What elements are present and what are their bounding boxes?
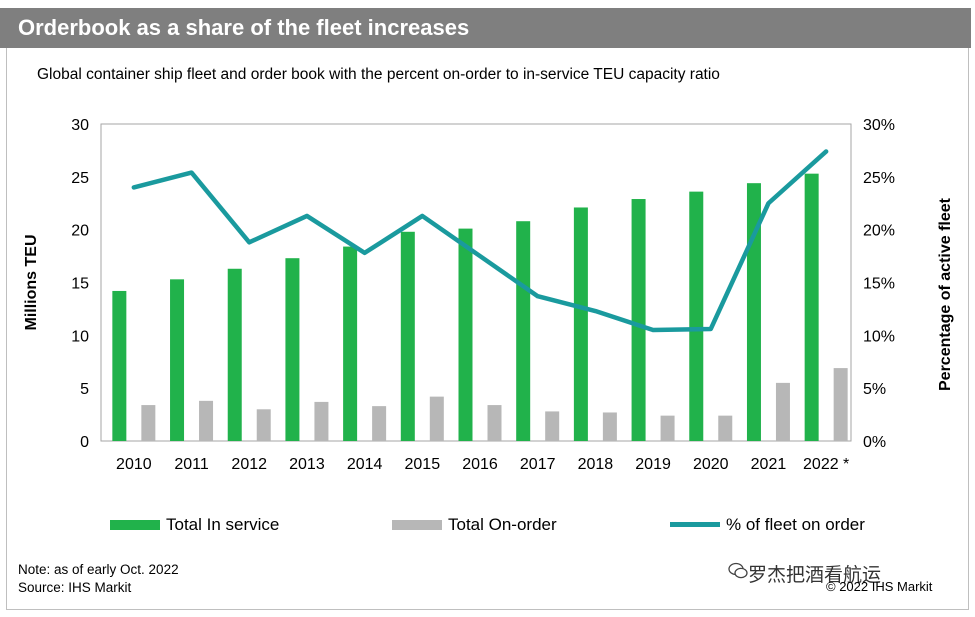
legend-swatch-pct-line [670, 522, 720, 527]
y-tick-label: 0 [80, 434, 89, 451]
y2-tick-label: 5% [863, 381, 886, 398]
watermark: 罗杰把酒看航运 [748, 564, 882, 586]
bar-in-service [689, 191, 704, 441]
y-tick-label: 5 [80, 381, 89, 398]
copyright: © 2022 IHS Markit [826, 579, 933, 594]
bar-on-order [141, 405, 156, 441]
bar-on-order [833, 368, 848, 441]
legend-label-on-order: Total On-order [448, 515, 557, 534]
bar-in-service [516, 221, 531, 441]
x-tick-label: 2017 [520, 456, 556, 473]
bar-in-service [573, 207, 588, 441]
x-tick-label: 2022 * [803, 456, 849, 473]
bar-in-service [804, 173, 819, 441]
bar-on-order [718, 415, 733, 441]
page-title: Orderbook as a share of the fleet increa… [18, 15, 470, 40]
bar-on-order [314, 401, 329, 441]
plot-area [100, 123, 852, 442]
x-tick-label: 2011 [174, 456, 209, 473]
y-tick-label: 20 [71, 223, 89, 240]
x-tick-label: 2019 [635, 456, 671, 473]
y-tick-label: 10 [71, 328, 89, 345]
bar-on-order [429, 396, 444, 441]
bar-in-service [400, 231, 415, 441]
bar-in-service [170, 279, 185, 441]
y-tick-label: 30 [71, 117, 89, 134]
bar-on-order [660, 415, 675, 441]
title-bar: Orderbook as a share of the fleet increa… [0, 8, 971, 48]
x-tick-label: 2021 [751, 456, 787, 473]
bar-on-order [775, 382, 790, 441]
x-tick-label: 2010 [116, 456, 152, 473]
chart-subtitle: Global container ship fleet and order bo… [37, 66, 720, 83]
bar-on-order [199, 400, 214, 441]
wechat-icon [728, 562, 748, 579]
y-tick-label: 25 [71, 170, 89, 187]
x-tick-label: 2012 [231, 456, 267, 473]
y2-tick-label: 30% [863, 117, 895, 134]
source-note: Source: IHS Markit [18, 580, 132, 595]
y2-tick-label: 0% [863, 434, 886, 451]
bar-on-order [487, 405, 502, 441]
x-tick-label: 2016 [462, 456, 498, 473]
footnote: Note: as of early Oct. 2022 [18, 562, 179, 577]
y2-axis-label: Percentage of active fleet [937, 197, 954, 391]
y2-tick-label: 10% [863, 328, 895, 345]
y-tick-label: 15 [71, 276, 89, 293]
bar-on-order [372, 406, 387, 441]
bar-on-order [256, 409, 271, 441]
bar-in-service [631, 199, 646, 441]
bar-in-service [112, 290, 127, 441]
chart-frame [6, 48, 969, 610]
x-tick-label: 2014 [347, 456, 383, 473]
bar-on-order [545, 411, 560, 441]
bar-in-service [458, 228, 473, 441]
y2-tick-label: 25% [863, 170, 895, 187]
y2-tick-label: 15% [863, 276, 895, 293]
legend-label-pct-line: % of fleet on order [726, 515, 865, 534]
bar-on-order [602, 412, 617, 441]
y2-tick-label: 20% [863, 223, 895, 240]
x-tick-label: 2020 [693, 456, 729, 473]
legend-label-in-service: Total In service [166, 515, 280, 534]
legend-swatch-in-service [110, 520, 160, 530]
series-line-pct-on-order [131, 149, 829, 333]
bar-in-service [285, 258, 300, 441]
x-tick-label: 2018 [578, 456, 614, 473]
y-axis-label: Millions TEU [23, 235, 40, 331]
legend-swatch-on-order [392, 520, 442, 530]
x-tick-label: 2013 [289, 456, 325, 473]
bar-in-service [227, 268, 242, 441]
x-tick-label: 2015 [405, 456, 441, 473]
bar-in-service [343, 246, 358, 441]
